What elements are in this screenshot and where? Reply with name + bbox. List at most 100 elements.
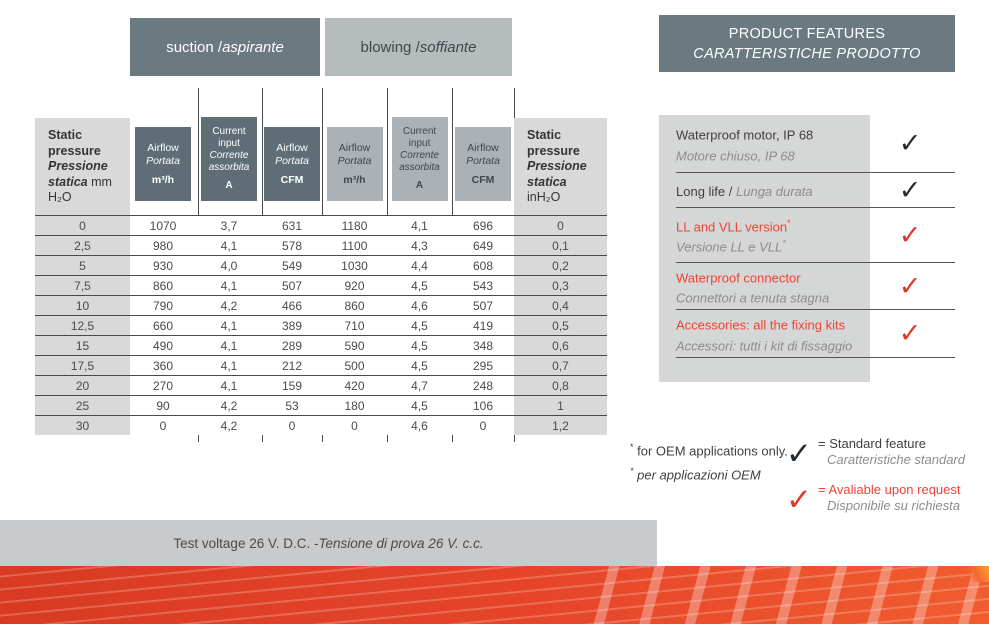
data-cell: 419 — [452, 315, 514, 335]
static-pressure-cell: 25 — [35, 395, 130, 415]
footnote-en: * for OEM applications only. — [630, 442, 788, 459]
m3h-unit: m³/h — [151, 173, 175, 186]
data-cell: 466 — [262, 295, 322, 315]
airflow-label: Airflow — [467, 141, 499, 154]
data-cell: 4,5 — [387, 395, 452, 415]
data-cell: 930 — [130, 255, 196, 275]
data-cell: 660 — [130, 315, 196, 335]
orange-corner — [959, 566, 989, 582]
data-cell: 696 — [452, 215, 514, 235]
static-pressure-unit: mm H₂O — [48, 174, 112, 205]
diagonal-stripes — [0, 566, 989, 624]
static-pressure-cell: 30 — [35, 415, 130, 435]
data-cell: 289 — [262, 335, 322, 355]
static-pressure-header-left: Static pressure Pressione statica mm H₂O — [35, 118, 130, 215]
test-voltage-it: Tensione di prova 26 V. c.c. — [318, 535, 484, 551]
static-pressure-cell: 20 — [35, 375, 130, 395]
data-cell: 360 — [130, 355, 196, 375]
product-features-title-en: PRODUCT FEATURES — [728, 25, 886, 42]
airflow-label: Airflow — [338, 141, 371, 154]
legend-label: = Avaliable upon request — [817, 482, 961, 497]
feature-row: Long life / Lunga durata ✓ — [676, 173, 955, 208]
portata-label: Portata — [337, 154, 372, 167]
footnote-it: * per applicazioni OEM — [630, 466, 761, 483]
data-cell: 4,5 — [387, 315, 452, 335]
static-pressure-cell: 15 — [35, 335, 130, 355]
airflow-cfm-header-blowing: Airflow Portata CFM — [455, 127, 511, 201]
footnote: * for OEM applications only. * per appli… — [630, 437, 788, 486]
static-pressure-cell: 2,5 — [35, 235, 130, 255]
legend-label: = Standard feature — [817, 436, 927, 451]
data-cell: 270 — [130, 375, 196, 395]
data-cell: 106 — [452, 395, 514, 415]
data-cell: 4,3 — [387, 235, 452, 255]
airflow-label: Airflow — [276, 141, 308, 154]
current-input-header-suction: Current input Corrente assorbita A — [201, 117, 257, 201]
m3h-unit: m³/h — [343, 173, 366, 186]
check-icon: ✓ — [786, 482, 812, 517]
data-cell: 0 — [130, 415, 196, 435]
features-panel: Waterproof motor, IP 68 Motore chiuso, IP… — [659, 115, 955, 382]
static-pressure-unit: inH₂O — [527, 190, 561, 204]
static-pressure-cell: 0,7 — [514, 355, 607, 375]
data-cell: 90 — [130, 395, 196, 415]
data-cell: 507 — [262, 275, 322, 295]
asterisk: * — [630, 442, 634, 452]
airflow-cfm-header-suction: Airflow Portata CFM — [264, 127, 320, 201]
suction-section-header: suction / aspirante — [130, 18, 320, 76]
features-panel-background — [659, 115, 870, 382]
data-cell: 1070 — [130, 215, 196, 235]
data-cell: 4,5 — [387, 355, 452, 375]
data-cell: 631 — [262, 215, 322, 235]
legend-sublabel: Caratteristiche standard — [826, 452, 965, 467]
data-cell: 4,1 — [387, 215, 452, 235]
cfm-unit: CFM — [471, 173, 495, 186]
static-pressure-en: Static pressure — [48, 128, 101, 158]
static-pressure-en: Static pressure — [527, 128, 580, 158]
data-cell: 180 — [322, 395, 387, 415]
check-icon: ✓ — [786, 436, 812, 471]
data-cell: 549 — [262, 255, 322, 275]
legend-entry: ✓ = Standard feature Caratteristiche stand… — [786, 435, 965, 469]
data-cell: 420 — [322, 375, 387, 395]
ampere-unit: A — [415, 180, 424, 191]
data-cell: 4,7 — [387, 375, 452, 395]
suction-label-en: suction / — [166, 38, 223, 56]
check-icon: ✓ — [898, 318, 922, 348]
static-pressure-cell: 1,2 — [514, 415, 607, 435]
current-input-header-blowing: Current input Corrente assorbita A — [391, 117, 448, 201]
static-pressure-cell: 12,5 — [35, 315, 130, 335]
data-cell: 710 — [322, 315, 387, 335]
data-cell: 507 — [452, 295, 514, 315]
data-cell: 4,1 — [196, 235, 262, 255]
data-cell: 860 — [322, 295, 387, 315]
data-cell: 1180 — [322, 215, 387, 235]
data-cell: 0 — [262, 415, 322, 435]
asterisk: * — [630, 466, 634, 477]
steep-stripes — [573, 566, 989, 624]
data-cell: 578 — [262, 235, 322, 255]
data-cell: 790 — [130, 295, 196, 315]
data-cell: 1100 — [322, 235, 387, 255]
data-cell: 4,2 — [196, 415, 262, 435]
data-cell: 53 — [262, 395, 322, 415]
data-cell: 4,1 — [196, 355, 262, 375]
portata-label: Portata — [275, 154, 309, 167]
static-pressure-cell: 0,2 — [514, 255, 607, 275]
check-icon: ✓ — [898, 174, 922, 205]
data-cell: 212 — [262, 355, 322, 375]
portata-label: Portata — [146, 154, 180, 167]
corrente-assorbita-label: Corrente assorbita — [208, 150, 250, 173]
product-features-header: PRODUCT FEATURES CARATTERISTICHE PRODOTT… — [659, 15, 955, 72]
feature-row: Waterproof connector Connettori a tenuta … — [676, 263, 955, 310]
data-cell: 4,5 — [387, 275, 452, 295]
static-pressure-cell: 0,4 — [514, 295, 607, 315]
static-pressure-cell: 0 — [35, 215, 130, 235]
static-pressure-header-right: Static pressure Pressione statica inH₂O — [514, 118, 607, 215]
data-cell: 348 — [452, 335, 514, 355]
check-icon: ✓ — [898, 219, 922, 250]
data-cell: 4,5 — [387, 335, 452, 355]
airflow-m3h-header-suction: Airflow Portata m³/h — [135, 127, 191, 201]
data-cell: 920 — [322, 275, 387, 295]
